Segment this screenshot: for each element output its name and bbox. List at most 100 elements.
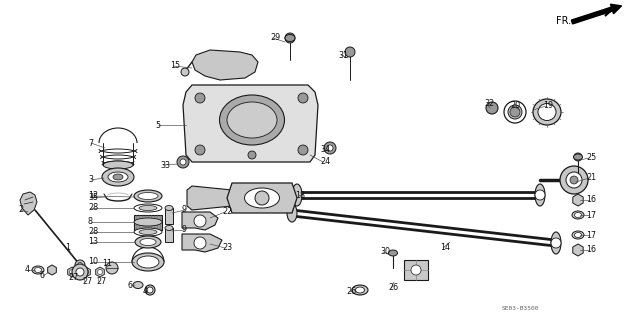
Ellipse shape: [575, 212, 582, 218]
Polygon shape: [95, 267, 104, 277]
Ellipse shape: [504, 101, 526, 123]
Circle shape: [83, 270, 88, 275]
Ellipse shape: [220, 95, 285, 145]
Ellipse shape: [134, 228, 162, 236]
Ellipse shape: [139, 205, 157, 211]
Text: 34: 34: [320, 145, 330, 154]
Ellipse shape: [352, 285, 368, 295]
Text: 26: 26: [388, 284, 398, 293]
Ellipse shape: [108, 172, 128, 182]
Ellipse shape: [137, 256, 159, 268]
Polygon shape: [573, 244, 583, 256]
Ellipse shape: [572, 231, 584, 239]
Ellipse shape: [227, 102, 277, 138]
Ellipse shape: [285, 34, 295, 41]
Circle shape: [551, 238, 561, 248]
Text: 7: 7: [88, 138, 93, 147]
Ellipse shape: [508, 105, 522, 119]
Text: 3: 3: [88, 175, 93, 184]
Text: SE03-B3500: SE03-B3500: [502, 306, 540, 310]
Text: 27: 27: [82, 278, 92, 286]
Polygon shape: [182, 212, 218, 230]
Circle shape: [180, 159, 186, 165]
Circle shape: [76, 268, 84, 276]
Polygon shape: [227, 183, 297, 213]
Circle shape: [255, 191, 269, 205]
Text: 6: 6: [128, 281, 133, 291]
Bar: [165, 228, 173, 242]
Circle shape: [327, 145, 333, 151]
Ellipse shape: [575, 233, 582, 238]
Text: 32: 32: [484, 100, 494, 108]
Circle shape: [195, 93, 205, 103]
Text: 28: 28: [88, 204, 98, 212]
Text: 29: 29: [270, 33, 280, 42]
Polygon shape: [573, 194, 583, 206]
Text: 15: 15: [170, 62, 180, 70]
Text: 4: 4: [25, 265, 30, 275]
Circle shape: [181, 68, 189, 76]
Circle shape: [70, 270, 74, 275]
Text: 14: 14: [440, 243, 450, 253]
Ellipse shape: [573, 154, 582, 160]
Ellipse shape: [102, 168, 134, 186]
Circle shape: [285, 33, 295, 43]
Text: 21: 21: [586, 174, 596, 182]
Ellipse shape: [133, 281, 143, 288]
Text: 4: 4: [143, 287, 148, 296]
Circle shape: [345, 47, 355, 57]
Circle shape: [298, 93, 308, 103]
Polygon shape: [183, 85, 318, 162]
Circle shape: [194, 215, 206, 227]
Text: 27: 27: [96, 278, 106, 286]
Text: 16: 16: [586, 196, 596, 204]
Polygon shape: [82, 267, 90, 277]
Ellipse shape: [132, 253, 164, 271]
Circle shape: [324, 142, 336, 154]
Circle shape: [570, 176, 578, 184]
Text: 17: 17: [586, 211, 596, 219]
Text: 16: 16: [586, 246, 596, 255]
Polygon shape: [192, 50, 258, 80]
Text: 18: 18: [295, 190, 305, 199]
Ellipse shape: [103, 161, 133, 169]
Ellipse shape: [139, 229, 157, 234]
Ellipse shape: [134, 204, 162, 212]
Circle shape: [411, 265, 421, 275]
Ellipse shape: [35, 268, 42, 272]
Circle shape: [535, 190, 545, 200]
Text: 2: 2: [18, 205, 23, 214]
Ellipse shape: [165, 205, 173, 211]
Circle shape: [510, 107, 520, 117]
Ellipse shape: [287, 204, 297, 222]
Text: FR.: FR.: [556, 16, 571, 26]
Text: 28: 28: [88, 227, 98, 236]
Circle shape: [574, 153, 582, 161]
Text: 17: 17: [586, 231, 596, 240]
Ellipse shape: [113, 174, 123, 180]
Ellipse shape: [292, 184, 302, 206]
Text: 5: 5: [155, 121, 160, 130]
Text: 1: 1: [65, 243, 70, 253]
Circle shape: [177, 156, 189, 168]
Text: 10: 10: [88, 257, 98, 266]
Text: 31: 31: [338, 50, 348, 60]
Text: 33: 33: [160, 160, 170, 169]
Text: 9: 9: [182, 205, 187, 214]
Ellipse shape: [32, 266, 44, 274]
Ellipse shape: [533, 99, 561, 125]
Circle shape: [77, 263, 83, 268]
Text: 19: 19: [543, 101, 553, 110]
Circle shape: [486, 102, 498, 114]
Text: 20: 20: [510, 101, 520, 110]
Bar: [165, 208, 173, 224]
Ellipse shape: [147, 287, 153, 293]
Ellipse shape: [388, 250, 397, 256]
Ellipse shape: [551, 232, 561, 254]
Text: 12: 12: [88, 191, 98, 201]
Ellipse shape: [535, 184, 545, 206]
FancyArrow shape: [572, 4, 621, 24]
Circle shape: [248, 151, 256, 159]
Bar: [404, 260, 428, 280]
Text: 8: 8: [88, 218, 93, 226]
